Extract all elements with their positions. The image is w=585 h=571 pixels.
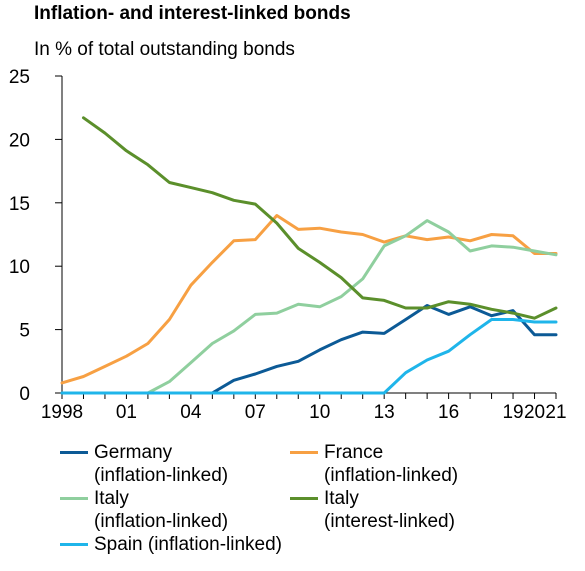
legend-label: Germany (inflation-linked) xyxy=(94,442,229,486)
legend-swatch xyxy=(290,497,318,500)
x-tick-label: 01 xyxy=(116,402,137,423)
x-tick-label: 21 xyxy=(545,402,566,423)
x-tick-label: 20 xyxy=(524,402,545,423)
y-tick-label: 5 xyxy=(19,321,30,342)
chart-title: Inflation- and interest-linked bonds xyxy=(34,3,351,24)
x-tick-label: 04 xyxy=(180,402,202,423)
x-tick-label: 10 xyxy=(309,402,330,423)
legend-label: France (inflation-linked) xyxy=(324,442,459,486)
y-tick-label: 15 xyxy=(9,194,30,215)
y-tick-label: 10 xyxy=(9,257,30,278)
legend-label: Italy (interest-linked) xyxy=(324,488,455,532)
legend-swatch xyxy=(60,451,88,454)
x-tick-label: 07 xyxy=(245,402,266,423)
x-tick-label: 1998 xyxy=(41,402,83,423)
legend-swatch xyxy=(60,497,88,500)
series-line-4 xyxy=(82,116,558,320)
x-tick-label: 13 xyxy=(374,402,395,423)
y-tick-label: 0 xyxy=(19,384,30,405)
legend-label: Italy (inflation-linked) xyxy=(94,488,229,532)
y-tick-label: 20 xyxy=(9,130,30,151)
legend-swatch xyxy=(60,543,88,546)
series-line-2 xyxy=(60,214,558,385)
chart-subtitle: In % of total outstanding bonds xyxy=(34,39,295,60)
x-tick-label: 19 xyxy=(502,402,523,423)
y-tick-label: 25 xyxy=(9,67,30,88)
x-tick-label: 16 xyxy=(438,402,459,423)
legend-label: Spain (inflation-linked) xyxy=(94,534,282,555)
legend-swatch xyxy=(290,451,318,454)
series-line-5 xyxy=(60,318,558,395)
